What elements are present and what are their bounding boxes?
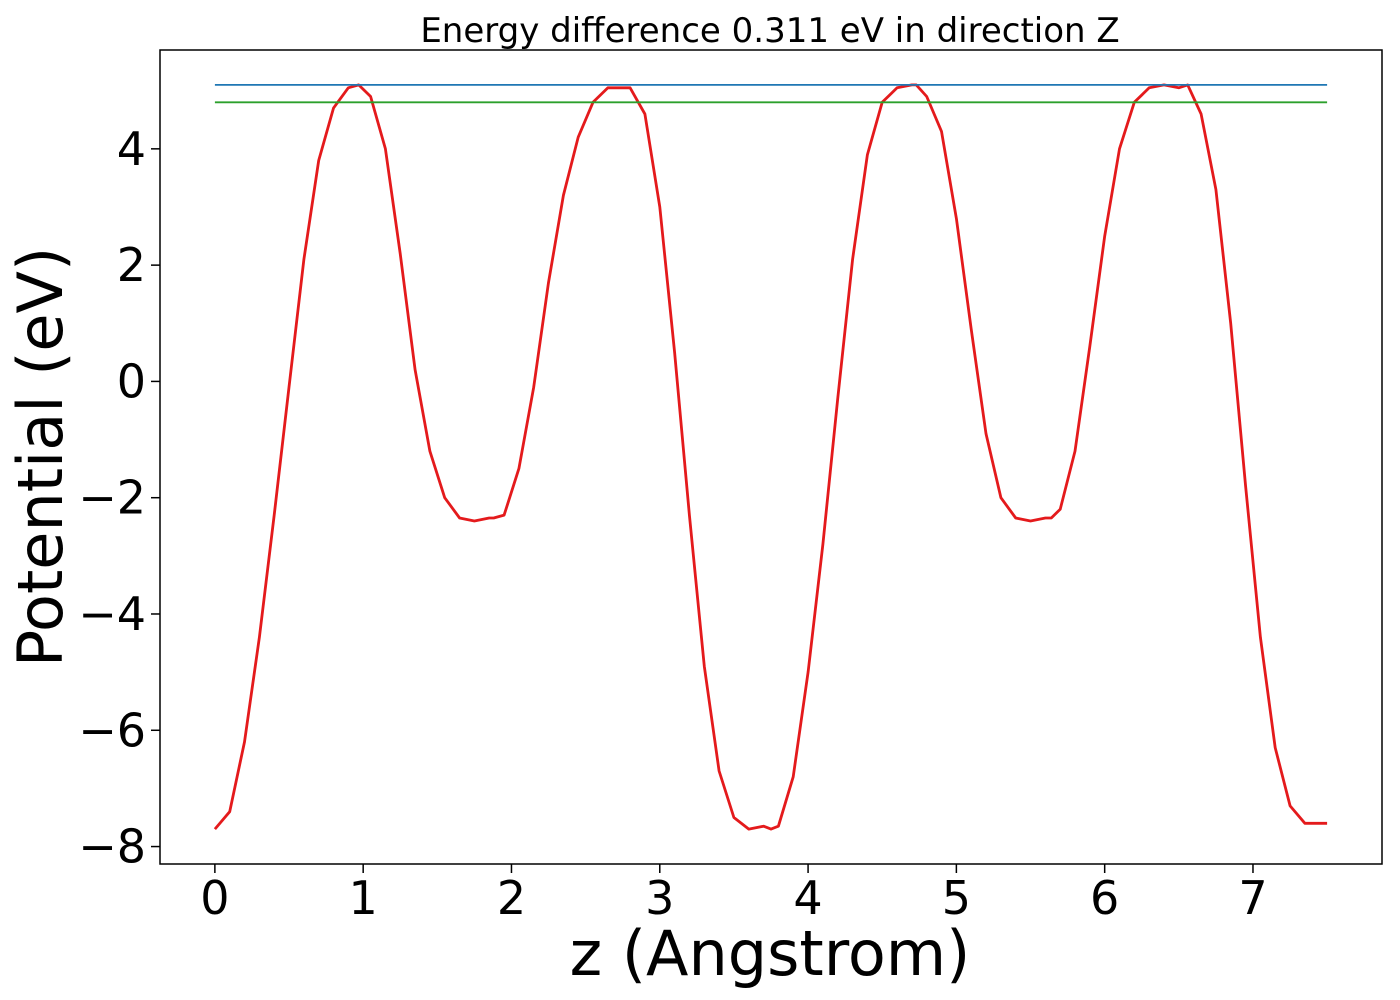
y-tick-label: 4 [117,122,146,176]
y-tick-label: 2 [117,238,146,292]
y-tick-label: 0 [117,354,146,408]
plot-area [213,83,1328,831]
y-tick-label: −2 [78,471,146,525]
y-tick-label: −6 [78,703,146,757]
x-axis-ticks: 0 1 2 3 4 5 6 7 [200,864,1268,925]
x-tick-label: 1 [349,871,378,925]
y-axis-ticks: −8 −6 −4 −2 0 2 4 [78,122,160,874]
y-tick-label: −8 [78,820,146,874]
x-tick-label: 0 [200,871,229,925]
y-axis-label: Potential (eV) [4,247,77,667]
x-tick-label: 2 [497,871,526,925]
x-tick-label: 4 [793,871,822,925]
y-tick-label: −4 [78,587,146,641]
axes-frame [159,49,1383,865]
chart-title: Energy difference 0.311 eV in direction … [420,11,1119,51]
x-tick-label: 5 [942,871,971,925]
potential-curve [213,83,1328,831]
x-axis-label: z (Angstrom) [570,917,971,990]
x-tick-label: 3 [645,871,674,925]
x-tick-label: 7 [1238,871,1267,925]
x-tick-label: 6 [1090,871,1119,925]
